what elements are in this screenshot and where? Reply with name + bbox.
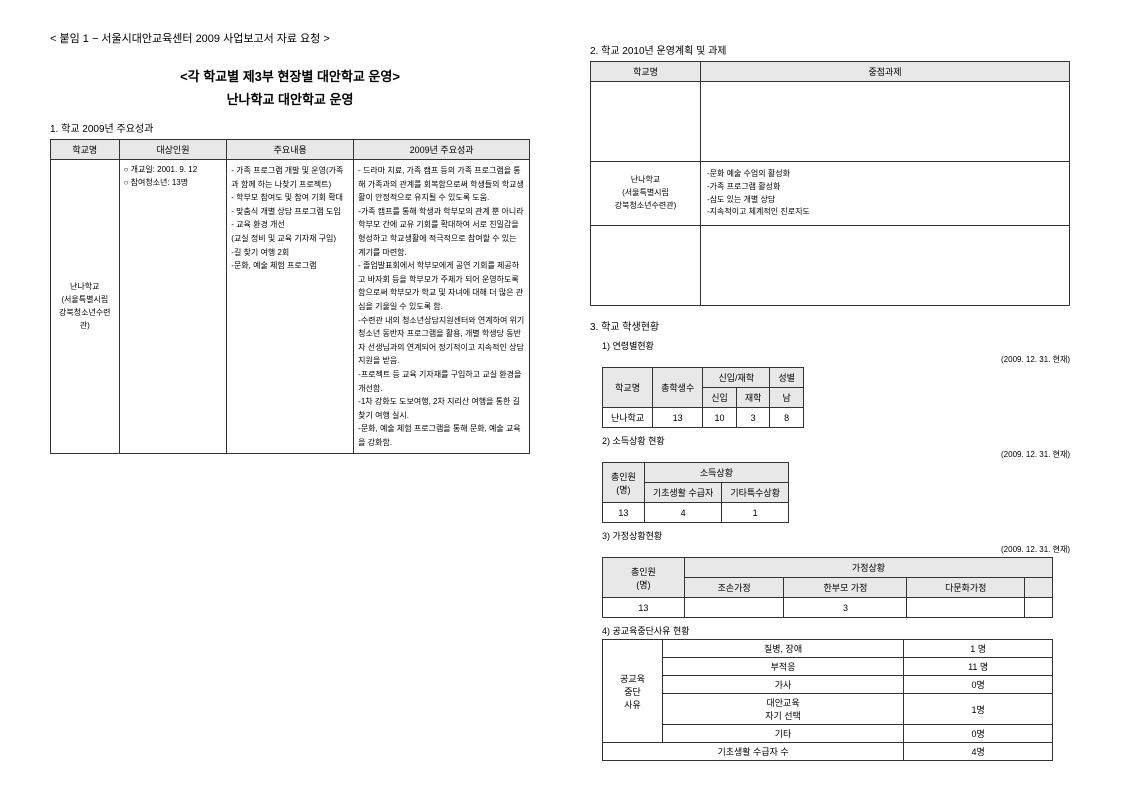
th-a-total: 총학생수 xyxy=(653,368,703,408)
sub33-label: 3) 가정상황현황 xyxy=(602,529,1070,542)
achievements-table: 학교명 대상인원 주요내용 2009년 주요성과 난나학교(서울특별시립강북청소… xyxy=(50,139,530,454)
date31: (2009. 12. 31. 현재) xyxy=(590,354,1070,365)
int-r2-v: 0명 xyxy=(904,676,1053,694)
th-content: 주요내용 xyxy=(227,140,354,160)
th-a-gender: 성별 xyxy=(770,368,804,388)
int-foot-v: 4명 xyxy=(904,743,1053,761)
a-r1: 13 xyxy=(653,408,703,428)
th-f-grand: 조손가정 xyxy=(684,578,784,598)
th-a-new: 신입 xyxy=(703,388,737,408)
f-r3 xyxy=(907,598,1025,618)
th-i-basic: 기초생활 수급자 xyxy=(644,483,721,503)
int-left: 공교육중단사유 xyxy=(603,640,663,743)
f-r1 xyxy=(684,598,784,618)
th-result: 2009년 주요성과 xyxy=(354,140,530,160)
int-r1-l: 부적응 xyxy=(663,658,904,676)
income-table: 총인원(명) 소득상황 기초생활 수급자 기타특수상황 13 4 1 xyxy=(602,462,789,523)
th-a-school: 학교명 xyxy=(603,368,653,408)
th-f-blank xyxy=(1025,578,1053,598)
i-r2: 1 xyxy=(722,503,789,523)
i-r0: 13 xyxy=(603,503,645,523)
int-r1-v: 11 명 xyxy=(904,658,1053,676)
plan-school: 난나학교(서울특별시립강북청소년수련관) xyxy=(597,174,694,212)
date33: (2009. 12. 31. 현재) xyxy=(590,544,1070,555)
section3-label: 3. 학교 학생현황 xyxy=(590,318,1070,333)
plan-tasks: -문화 예술 수업의 활성화-가족 프로그램 활성화-심도 있는 개별 상담-지… xyxy=(707,168,1063,219)
th-f-multi: 다문화가정 xyxy=(907,578,1025,598)
cell-school: 난나학교(서울특별시립강북청소년수련관) xyxy=(55,281,115,332)
th-i-total: 총인원(명) xyxy=(603,463,645,503)
th-i-income: 소득상황 xyxy=(644,463,788,483)
a-r2: 10 xyxy=(703,408,737,428)
th-f-total: 총인원(명) xyxy=(603,558,685,598)
left-page: < 붙임 1 − 서울시대안교육센터 2009 사업보고서 자료 요청 > <각… xyxy=(50,30,530,761)
i-r1: 4 xyxy=(644,503,721,523)
a-r0: 난나학교 xyxy=(603,408,653,428)
int-r4-v: 0명 xyxy=(904,725,1053,743)
th-plan-task: 중점과제 xyxy=(701,62,1070,82)
f-r4 xyxy=(1025,598,1053,618)
f-r0: 13 xyxy=(603,598,685,618)
int-r3-l: 대안교육자기 선택 xyxy=(663,694,904,725)
th-a-male: 남 xyxy=(770,388,804,408)
cell-content: - 가족 프로그램 개발 및 운영(가족과 함께 하는 나찾기 프로젝트)- 학… xyxy=(231,164,349,273)
cell-result: - 드라마 치료, 가족 캠프 등의 가족 프로그램을 통해 가족과의 관계를 … xyxy=(358,164,525,449)
int-r4-l: 기타 xyxy=(663,725,904,743)
section1-label: 1. 학교 2009년 주요성과 xyxy=(50,120,530,135)
int-r3-v: 1명 xyxy=(904,694,1053,725)
int-r0-v: 1 명 xyxy=(904,640,1053,658)
sub34-label: 4) 공교육중단사유 현황 xyxy=(602,624,1070,637)
cell-target: ○ 개교일: 2001. 9. 12○ 참여청소년: 13명 xyxy=(124,164,223,190)
date32: (2009. 12. 31. 현재) xyxy=(590,449,1070,460)
th-f-single: 한부모 가정 xyxy=(784,578,907,598)
section2-label: 2. 학교 2010년 운영계획 및 과제 xyxy=(590,42,1070,57)
th-i-other: 기타특수상황 xyxy=(722,483,789,503)
th-a-cur: 재학 xyxy=(736,388,770,408)
right-page: 2. 학교 2010년 운영계획 및 과제 학교명 중점과제 난나학교(서울특별… xyxy=(590,30,1070,761)
a-r4: 8 xyxy=(770,408,804,428)
plan-table: 학교명 중점과제 난나학교(서울특별시립강북청소년수련관) -문화 예술 수업의… xyxy=(590,61,1070,306)
th-a-enroll: 신입/재학 xyxy=(703,368,770,388)
age-table: 학교명 총학생수 신입/재학 성별 신입 재학 남 난나학교 13 10 3 8 xyxy=(602,367,804,428)
int-foot-l: 기초생활 수급자 수 xyxy=(603,743,904,761)
int-r2-l: 가사 xyxy=(663,676,904,694)
attachment-header: < 붙임 1 − 서울시대안교육센터 2009 사업보고서 자료 요청 > xyxy=(50,30,530,46)
th-f-family: 가정상황 xyxy=(684,558,1052,578)
interrupt-table: 공교육중단사유 질병, 장애 1 명 부적응 11 명 가사 0명 대안교육자기… xyxy=(602,639,1053,761)
family-table: 총인원(명) 가정상황 조손가정 한부모 가정 다문화가정 13 3 xyxy=(602,557,1053,618)
th-target: 대상인원 xyxy=(119,140,227,160)
sub31-label: 1) 연령별현황 xyxy=(602,339,1070,352)
th-school: 학교명 xyxy=(51,140,120,160)
a-r3: 3 xyxy=(736,408,770,428)
sub32-label: 2) 소득상황 현황 xyxy=(602,434,1070,447)
int-r0-l: 질병, 장애 xyxy=(663,640,904,658)
main-title-1: <각 학교별 제3부 현장별 대안학교 운영> xyxy=(50,66,530,85)
th-plan-school: 학교명 xyxy=(591,62,701,82)
f-r2: 3 xyxy=(784,598,907,618)
main-title-2: 난나학교 대안학교 운영 xyxy=(50,89,530,108)
